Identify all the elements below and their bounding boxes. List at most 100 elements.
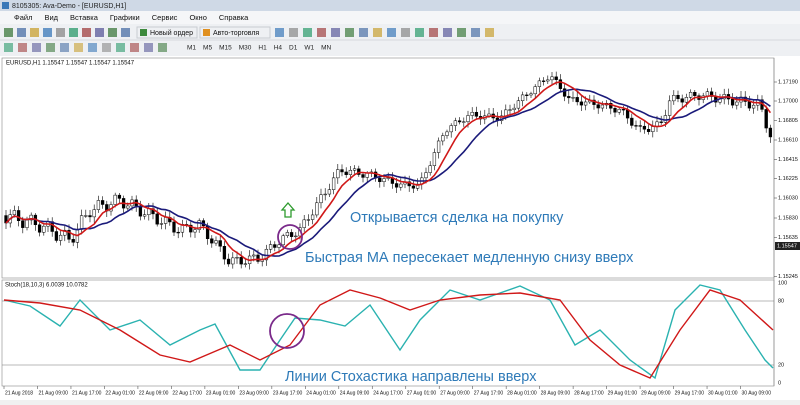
fast-ma-line (5, 81, 772, 262)
timeframe-button[interactable]: W1 (304, 45, 314, 52)
toolbar-icon[interactable] (471, 28, 480, 37)
toolbar-icon[interactable] (17, 28, 26, 37)
time-axis-label: 23 Aug 01:00 (206, 390, 236, 396)
toolbar-icon[interactable] (401, 28, 410, 37)
toolbar-icon[interactable] (43, 28, 52, 37)
candle-body (344, 171, 348, 175)
time-axis-label: 27 Aug 09:00 (440, 390, 470, 396)
toolbar-icon[interactable] (373, 28, 382, 37)
menu-item[interactable]: Вставка (70, 13, 99, 22)
candle-body (16, 210, 21, 221)
candle-body (441, 135, 445, 142)
timeframe-button[interactable]: H4 (274, 45, 283, 52)
candle-body (625, 109, 630, 119)
toolbar-icon[interactable] (415, 28, 424, 37)
timeframe-button[interactable]: D1 (289, 45, 298, 52)
candle-body (424, 172, 428, 179)
menu-item[interactable]: Справка (219, 13, 249, 22)
candle-body (520, 94, 525, 102)
toolbar-icon[interactable] (317, 28, 326, 37)
menu-item[interactable]: Окно (189, 13, 206, 22)
timeframe-button[interactable]: MN (321, 45, 331, 52)
timeframe-button[interactable]: M1 (187, 45, 196, 52)
candle-body (533, 86, 537, 95)
symbol-label: EURUSD,H1 1.15547 1.15547 1.15547 1.1554… (6, 61, 135, 67)
stoch-main-line (3, 284, 774, 380)
toolbar-icon[interactable] (443, 28, 452, 37)
toolbar-icon[interactable] (4, 43, 13, 52)
stoch-signal-line (3, 289, 774, 379)
toolbar-icon[interactable] (74, 43, 83, 52)
toolbar-icon[interactable] (69, 28, 78, 37)
toolbar-icon[interactable] (158, 43, 167, 52)
price-axis-label: 1.15830 (778, 215, 798, 221)
candle-body (302, 219, 306, 228)
candle-body (394, 183, 399, 188)
candle-body (693, 92, 697, 96)
candle-body (361, 174, 365, 178)
candle-body (92, 209, 96, 218)
toolbar-icon[interactable] (82, 28, 91, 37)
candle-body (457, 120, 462, 123)
toolbar-icon[interactable] (130, 43, 139, 52)
candle-body (159, 223, 164, 225)
auto-trading-label: Авто-торговля (213, 30, 259, 37)
timeframe-button[interactable]: M15 (219, 45, 232, 52)
toolbar-icon[interactable] (289, 28, 298, 37)
toolbar-icon[interactable] (30, 28, 39, 37)
timeframe-button[interactable]: H1 (258, 45, 267, 52)
time-axis-label: 29 Aug 09:00 (641, 390, 671, 396)
window-controls[interactable] (745, 1, 795, 10)
menu-item[interactable]: Графики (110, 13, 140, 22)
toolbar-icon[interactable] (359, 28, 368, 37)
candle-body (319, 194, 323, 204)
toolbar-icon[interactable] (116, 43, 125, 52)
candle-body (37, 224, 42, 233)
toolbar-icon[interactable] (46, 43, 55, 52)
price-pane (1, 57, 775, 279)
candle-body (189, 224, 193, 233)
menu-item[interactable]: Вид (44, 13, 58, 22)
toolbar-icon[interactable] (121, 28, 130, 37)
candle-body (764, 109, 768, 129)
toolbar-icon[interactable] (345, 28, 354, 37)
toolbar-icon[interactable] (429, 28, 438, 37)
candle-body (411, 185, 416, 189)
time-axis-label: 27 Aug 17:00 (474, 390, 504, 396)
toolbar-icon[interactable] (108, 28, 117, 37)
toolbar-icon[interactable] (95, 28, 104, 37)
candle-body (231, 257, 235, 265)
toolbar-icon[interactable] (331, 28, 340, 37)
toolbar-icon[interactable] (18, 43, 27, 52)
candle-body (676, 94, 680, 99)
time-axis-label: 22 Aug 01:00 (105, 390, 135, 396)
toolbar-icon[interactable] (275, 28, 284, 37)
toolbar-icon[interactable] (144, 43, 153, 52)
new-order-button[interactable] (136, 26, 198, 39)
candle-body (474, 111, 479, 117)
candle-body (579, 101, 584, 106)
candle-body (508, 109, 512, 111)
candle-body (273, 244, 277, 248)
menu-item[interactable]: Сервис (152, 13, 178, 22)
candle-body (235, 257, 239, 259)
candle-body (529, 93, 533, 96)
toolbar-icon[interactable] (4, 28, 13, 37)
toolbar-icon[interactable] (387, 28, 396, 37)
candle-body (327, 189, 332, 195)
time-axis-label: 24 Aug 09:00 (340, 390, 370, 396)
candle-body (142, 214, 147, 217)
toolbar-icon[interactable] (88, 43, 97, 52)
toolbar-icon[interactable] (56, 28, 65, 37)
toolbar-icon[interactable] (60, 43, 69, 52)
timeframe-button[interactable]: M5 (203, 45, 212, 52)
toolbar-icon[interactable] (485, 28, 494, 37)
toolbar-icon[interactable] (102, 43, 111, 52)
toolbar-icon[interactable] (32, 43, 41, 52)
toolbar-icon[interactable] (457, 28, 466, 37)
timeframe-button[interactable]: M30 (239, 45, 252, 52)
menu-item[interactable]: Файл (14, 13, 32, 22)
auto-trading-button[interactable] (199, 26, 271, 39)
toolbar-icon[interactable] (303, 28, 312, 37)
